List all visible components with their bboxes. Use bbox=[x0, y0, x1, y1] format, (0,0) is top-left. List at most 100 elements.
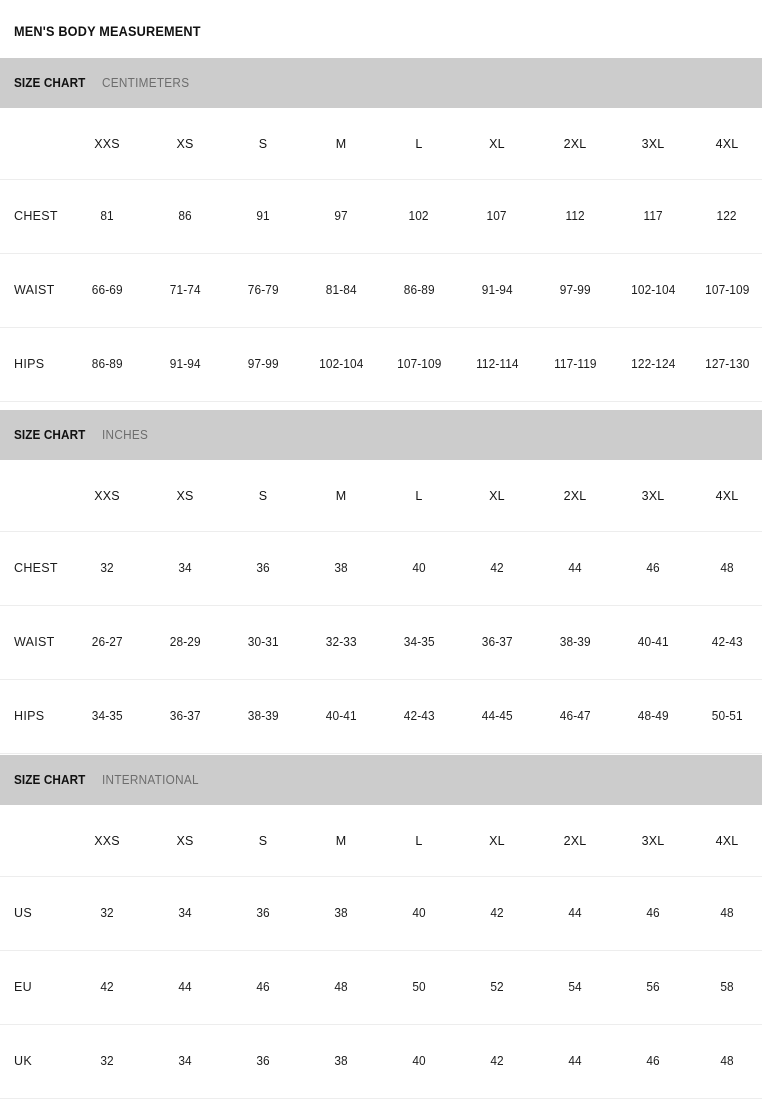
table-row: WAIST 66-69 71-74 76-79 81-84 86-89 91-94 97-99… bbox=[0, 253, 762, 328]
measurement-value: 97-99 bbox=[247, 357, 279, 371]
measurement-value: 122-124 bbox=[630, 357, 676, 371]
size-table-1: XXS XS S M L XL 2XL 3XL 4XL CHEST 81 86 91 97 102 107 11… bbox=[0, 109, 762, 402]
measurement-cell: 44-45 bbox=[458, 679, 536, 754]
measurement-value: 91-94 bbox=[481, 283, 513, 297]
column-header-s: S bbox=[224, 806, 302, 877]
measurement-value: 107 bbox=[486, 209, 508, 223]
measurement-cell: 81-84 bbox=[302, 253, 380, 328]
measurement-value: 46 bbox=[256, 980, 270, 994]
row-label-waist: WAIST bbox=[0, 605, 68, 680]
table-row: HIPS 34-35 36-37 38-39 40-41 42-43 44-45 46-47 4… bbox=[0, 679, 762, 754]
measurement-cell: 81 bbox=[68, 179, 146, 254]
measurement-value: 117-119 bbox=[553, 357, 597, 371]
measurement-cell: 102-104 bbox=[614, 253, 692, 328]
row-label-eu: EU bbox=[0, 950, 68, 1025]
measurement-cell: 38 bbox=[302, 531, 380, 606]
section-band-1: SIZE CHART CENTIMETERS bbox=[0, 58, 762, 108]
measurement-value: 44-45 bbox=[481, 709, 513, 723]
column-header-2xl: 2XL bbox=[536, 109, 614, 180]
table-row: WAIST 26-27 28-29 30-31 32-33 34-35 36-37 38-39… bbox=[0, 605, 762, 680]
measurement-cell: 40 bbox=[380, 876, 458, 951]
measurement-cell: 58 bbox=[692, 950, 762, 1025]
measurement-cell: 44 bbox=[146, 950, 224, 1025]
measurement-cell: 44 bbox=[536, 876, 614, 951]
column-header-3xl: 3XL bbox=[614, 806, 692, 877]
measurement-value: 26-27 bbox=[91, 635, 123, 649]
measurement-value: 40-41 bbox=[325, 709, 357, 723]
measurement-cell: 38 bbox=[302, 1024, 380, 1099]
section-band-3: SIZE CHART INTERNATIONAL bbox=[0, 755, 762, 805]
measurement-cell: 38 bbox=[302, 876, 380, 951]
measurement-value: 38 bbox=[334, 906, 348, 920]
measurement-value: 52 bbox=[490, 980, 504, 994]
measurement-value: 91-94 bbox=[169, 357, 201, 371]
measurement-value: 50 bbox=[412, 980, 426, 994]
column-header-2xl: 2XL bbox=[536, 461, 614, 532]
measurement-value: 86 bbox=[178, 209, 192, 223]
measurement-cell: 91 bbox=[224, 179, 302, 254]
measurement-value: 38-39 bbox=[247, 709, 279, 723]
column-header-4xl: 4XL bbox=[692, 806, 762, 877]
table-row: CHEST 32 34 36 38 40 42 44 46 48 bbox=[0, 531, 762, 606]
column-header-2xl: 2XL bbox=[536, 806, 614, 877]
row-label-chest: CHEST bbox=[0, 531, 68, 606]
column-header-4xl: 4XL bbox=[692, 461, 762, 532]
measurement-cell: 66-69 bbox=[68, 253, 146, 328]
measurement-cell: 40 bbox=[380, 1024, 458, 1099]
section-band-unit: INCHES bbox=[102, 428, 149, 442]
measurement-value: 44 bbox=[178, 980, 192, 994]
measurement-value: 36 bbox=[256, 561, 270, 575]
measurement-cell: 54 bbox=[536, 950, 614, 1025]
header-corner-cell bbox=[0, 461, 68, 532]
measurement-cell: 38-39 bbox=[536, 605, 614, 680]
column-header-l: L bbox=[380, 109, 458, 180]
measurement-cell: 34-35 bbox=[380, 605, 458, 680]
measurement-cell: 91-94 bbox=[458, 253, 536, 328]
measurement-cell: 40-41 bbox=[302, 679, 380, 754]
measurement-cell: 91-94 bbox=[146, 327, 224, 402]
measurement-value: 42-43 bbox=[711, 635, 743, 649]
size-table-2: XXS XS S M L XL 2XL 3XL 4XL CHEST 32 34 36 38 40 42 44 46… bbox=[0, 461, 762, 754]
measurement-value: 32 bbox=[100, 1054, 114, 1068]
section-band-label: SIZE CHART bbox=[14, 773, 86, 787]
column-header-xl: XL bbox=[458, 109, 536, 180]
measurement-cell: 32 bbox=[68, 1024, 146, 1099]
column-header-xl: XL bbox=[458, 806, 536, 877]
column-header-xl: XL bbox=[458, 461, 536, 532]
measurement-value: 50-51 bbox=[711, 709, 743, 723]
measurement-cell: 107-109 bbox=[380, 327, 458, 402]
measurement-cell: 46 bbox=[614, 531, 692, 606]
table-row: CHEST 81 86 91 97 102 107 112 117 122 bbox=[0, 179, 762, 254]
measurement-value: 107-109 bbox=[396, 357, 442, 371]
measurement-value: 34 bbox=[178, 906, 192, 920]
measurement-value: 34 bbox=[178, 561, 192, 575]
measurement-cell: 52 bbox=[458, 950, 536, 1025]
measurement-cell: 42 bbox=[458, 1024, 536, 1099]
measurement-value: 46 bbox=[646, 561, 660, 575]
measurement-value: 38-39 bbox=[559, 635, 591, 649]
measurement-cell: 36 bbox=[224, 1024, 302, 1099]
measurement-cell: 56 bbox=[614, 950, 692, 1025]
measurement-cell: 117 bbox=[614, 179, 692, 254]
column-header-l: L bbox=[380, 461, 458, 532]
table-row: HIPS 86-89 91-94 97-99 102-104 107-109 112-114… bbox=[0, 327, 762, 402]
column-header-3xl: 3XL bbox=[614, 109, 692, 180]
measurement-value: 127-130 bbox=[704, 357, 750, 371]
measurement-cell: 76-79 bbox=[224, 253, 302, 328]
measurement-cell: 117-119 bbox=[536, 327, 614, 402]
measurement-cell: 42 bbox=[458, 531, 536, 606]
measurement-value: 42-43 bbox=[403, 709, 435, 723]
table-header-row: XXS XS S M L XL 2XL 3XL 4XL bbox=[0, 109, 762, 180]
measurement-value: 42 bbox=[100, 980, 114, 994]
measurement-cell: 48 bbox=[692, 531, 762, 606]
measurement-cell: 71-74 bbox=[146, 253, 224, 328]
measurement-value: 46 bbox=[646, 906, 660, 920]
measurement-value: 40 bbox=[412, 561, 426, 575]
measurement-value: 34 bbox=[178, 1054, 192, 1068]
measurement-value: 112 bbox=[565, 209, 585, 223]
measurement-cell: 122-124 bbox=[614, 327, 692, 402]
row-label-waist: WAIST bbox=[0, 253, 68, 328]
column-header-xs: XS bbox=[146, 109, 224, 180]
measurement-cell: 32-33 bbox=[302, 605, 380, 680]
section-band-label: SIZE CHART bbox=[14, 76, 86, 90]
